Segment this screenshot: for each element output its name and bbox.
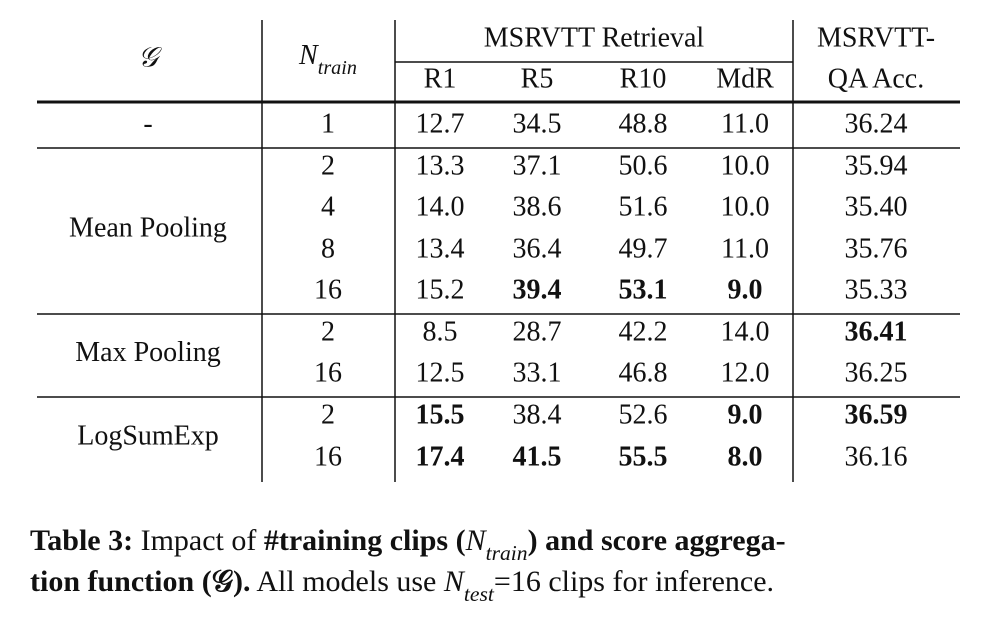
caption-text: Impact of (133, 524, 264, 557)
n-train-cell: 16 (314, 274, 342, 305)
group-label: Max Pooling (75, 337, 220, 368)
value-cell: 13.4 (416, 233, 465, 264)
caption-text: Table 3: (30, 524, 133, 557)
math-sub: train (486, 541, 528, 565)
caption-text: ) and score aggrega- (528, 524, 786, 557)
value-cell: 51.6 (619, 191, 668, 222)
n-train-cell: 2 (321, 150, 335, 181)
value-cell: 13.3 (416, 150, 465, 181)
n-train-cell: 2 (321, 316, 335, 347)
value-cell: 36.16 (845, 441, 908, 472)
value-cell: 35.94 (845, 150, 908, 181)
value-cell: 34.5 (513, 108, 562, 139)
value-cell: 38.4 (513, 399, 562, 430)
caption-text: #training clips ( (264, 524, 466, 557)
value-cell: 14.0 (721, 316, 770, 347)
header-metric: R1 (424, 63, 457, 94)
value-cell: 28.7 (513, 316, 562, 347)
value-cell: 38.6 (513, 191, 562, 222)
value-cell: 36.24 (845, 108, 908, 139)
value-cell: 33.1 (513, 357, 562, 388)
value-cell: 39.4 (513, 274, 562, 305)
header-metric: R5 (521, 63, 554, 94)
value-cell: 9.0 (728, 274, 763, 305)
value-cell: 50.6 (619, 150, 668, 181)
n-train-cell: 4 (321, 191, 335, 222)
value-cell: 48.8 (619, 108, 668, 139)
math-base: N (298, 40, 319, 71)
header-aggregation: 𝒢 (138, 42, 162, 73)
math-sub: train (318, 57, 357, 79)
math-base: N (443, 565, 466, 598)
header-group: MSRVTT Retrieval (484, 22, 705, 53)
n-train-cell: 16 (314, 441, 342, 472)
header-qa: QA Acc. (828, 63, 924, 94)
n-train-cell: 1 (321, 108, 335, 139)
caption-text: tion function (𝒢). (30, 565, 251, 598)
value-cell: 10.0 (721, 150, 770, 181)
value-cell: 17.4 (416, 441, 465, 472)
header-metric: MdR (716, 63, 774, 94)
header-qa: MSRVTT- (817, 22, 935, 53)
rules (37, 20, 960, 482)
value-cell: 36.41 (845, 316, 908, 347)
value-cell: 37.1 (513, 150, 562, 181)
value-cell: 52.6 (619, 399, 668, 430)
value-cell: 35.40 (845, 191, 908, 222)
value-cell: 12.7 (416, 108, 465, 139)
header-n-train: Ntrain (298, 40, 357, 78)
n-train-cell: 16 (314, 357, 342, 388)
value-cell: 12.0 (721, 357, 770, 388)
value-cell: 41.5 (513, 441, 562, 472)
value-cell: 35.33 (845, 274, 908, 305)
n-train-cell: 2 (321, 399, 335, 430)
value-cell: 46.8 (619, 357, 668, 388)
value-cell: 36.4 (513, 233, 562, 264)
group-label: LogSumExp (77, 420, 219, 451)
value-cell: 15.5 (416, 399, 465, 430)
value-cell: 36.59 (845, 399, 908, 430)
caption-text: =16 clips for inference. (494, 565, 774, 598)
group-label: Mean Pooling (69, 212, 227, 243)
value-cell: 49.7 (619, 233, 668, 264)
value-cell: 10.0 (721, 191, 770, 222)
caption-line: Table 3: Impact of #training clips (Ntra… (30, 524, 786, 565)
caption-text: All models use (251, 565, 444, 598)
group-label: - (143, 108, 152, 139)
value-cell: 36.25 (845, 357, 908, 388)
math-base: N (465, 524, 488, 557)
value-cell: 42.2 (619, 316, 668, 347)
value-cell: 55.5 (619, 441, 668, 472)
value-cell: 53.1 (619, 274, 668, 305)
value-cell: 11.0 (721, 233, 769, 264)
value-cell: 15.2 (416, 274, 465, 305)
value-cell: 8.0 (728, 441, 763, 472)
value-cell: 14.0 (416, 191, 465, 222)
math-sub: test (464, 582, 495, 606)
header-metric: R10 (620, 63, 667, 94)
value-cell: 9.0 (728, 399, 763, 430)
value-cell: 11.0 (721, 108, 769, 139)
value-cell: 8.5 (423, 316, 458, 347)
value-cell: 35.76 (845, 233, 908, 264)
n-train-cell: 8 (321, 233, 335, 264)
caption-line: tion function (𝒢). All models use Ntest=… (30, 565, 774, 606)
value-cell: 12.5 (416, 357, 465, 388)
